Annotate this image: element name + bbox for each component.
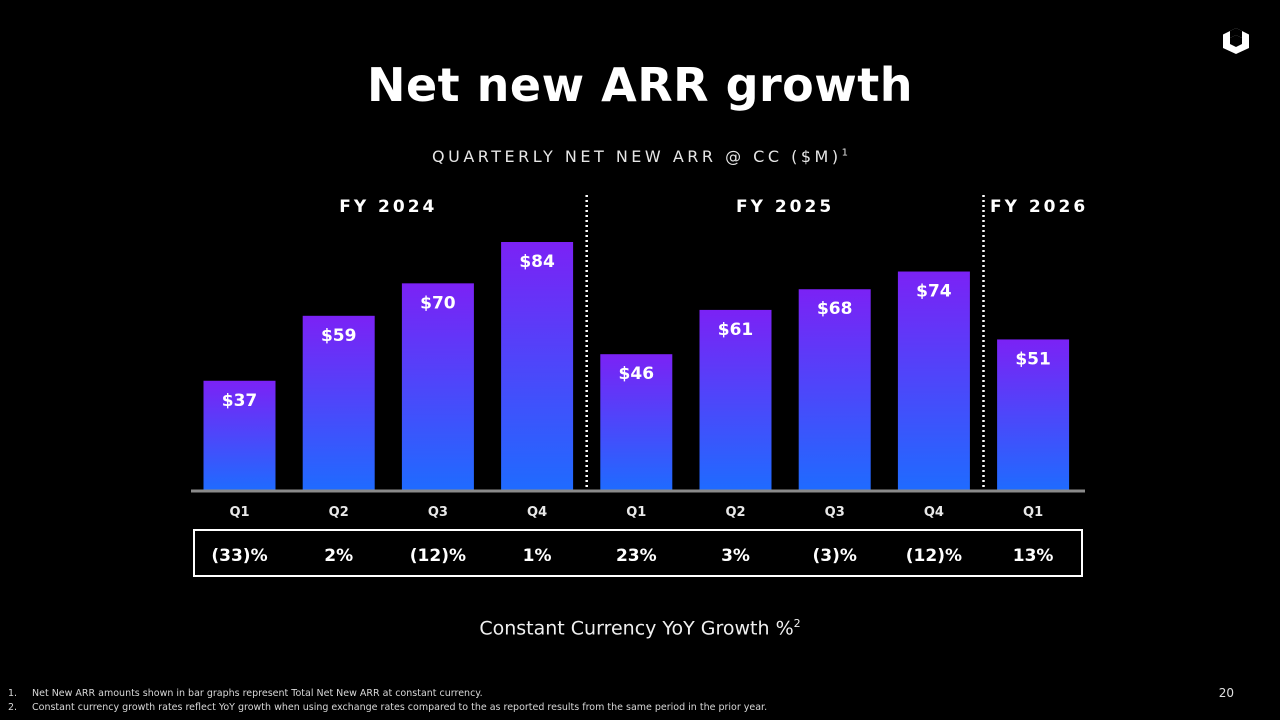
footnote-1: 1. Net New ARR amounts shown in bar graph… bbox=[8, 687, 767, 701]
bar-8 bbox=[897, 271, 970, 490]
bar-value-label: $51 bbox=[1015, 349, 1051, 369]
growth-caption-text: Constant Currency YoY Growth % bbox=[479, 617, 794, 640]
x-tick-label: Q4 bbox=[924, 505, 944, 520]
bar-2 bbox=[302, 315, 375, 490]
growth-value: 23% bbox=[615, 546, 657, 566]
x-tick-label: Q1 bbox=[1023, 505, 1043, 520]
x-tick-label: Q3 bbox=[428, 505, 448, 520]
bar-value-label: $84 bbox=[519, 252, 555, 272]
footnotes: 1. Net New ARR amounts shown in bar graph… bbox=[8, 687, 767, 715]
growth-caption-footnote-ref: 2 bbox=[793, 617, 801, 630]
bar-value-label: $74 bbox=[916, 282, 952, 302]
chart-subtitle: QUARTERLY NET NEW ARR @ CC ($M)1 bbox=[0, 147, 1280, 166]
bar-value-label: $70 bbox=[420, 293, 456, 313]
footnote-number: 1. bbox=[8, 688, 18, 699]
bar-value-label: $68 bbox=[817, 299, 853, 319]
x-tick-label: Q4 bbox=[527, 505, 547, 520]
footnote-text: Net New ARR amounts shown in bar graphs … bbox=[32, 688, 483, 699]
growth-caption: Constant Currency YoY Growth %2 bbox=[0, 617, 1280, 639]
x-tick-label: Q2 bbox=[725, 505, 745, 520]
bar-9 bbox=[997, 339, 1070, 490]
x-tick-label: Q1 bbox=[229, 505, 249, 520]
chart-subtitle-text: QUARTERLY NET NEW ARR @ CC ($M) bbox=[432, 147, 842, 166]
growth-value: (3)% bbox=[812, 546, 857, 566]
page-number: 20 bbox=[1218, 686, 1234, 700]
subtitle-footnote-ref: 1 bbox=[841, 147, 848, 159]
growth-value: (33)% bbox=[211, 546, 268, 566]
growth-value: (12)% bbox=[409, 546, 466, 566]
bar-6 bbox=[699, 309, 772, 490]
bar-7 bbox=[798, 289, 871, 490]
page-title: Net new ARR growth bbox=[366, 58, 914, 112]
footnote-2: 2. Constant currency growth rates reflect… bbox=[8, 701, 767, 715]
fiscal-year-label: FY 2026 bbox=[990, 197, 1088, 217]
growth-value: 2% bbox=[324, 546, 354, 566]
bar-value-label: $46 bbox=[619, 364, 655, 384]
x-tick-label: Q3 bbox=[825, 505, 845, 520]
bar-value-label: $59 bbox=[321, 326, 357, 346]
bar-4 bbox=[501, 242, 574, 490]
footnote-text: Constant currency growth rates reflect Y… bbox=[32, 702, 768, 713]
bar-1 bbox=[203, 380, 276, 490]
growth-value: 13% bbox=[1012, 546, 1054, 566]
bar-3 bbox=[401, 283, 474, 490]
bar-5 bbox=[600, 354, 673, 490]
cube-logo-icon bbox=[1222, 27, 1250, 55]
footnote-number: 2. bbox=[8, 702, 18, 713]
growth-box bbox=[193, 529, 1083, 577]
growth-value: 3% bbox=[721, 546, 750, 566]
bar-value-label: $61 bbox=[718, 320, 754, 340]
x-tick-label: Q2 bbox=[329, 505, 349, 520]
fiscal-year-label: FY 2024 bbox=[339, 197, 437, 217]
growth-value: (12)% bbox=[905, 546, 962, 566]
x-tick-label: Q1 bbox=[626, 505, 646, 520]
fiscal-year-label: FY 2025 bbox=[736, 197, 834, 217]
bar-value-label: $37 bbox=[222, 391, 258, 411]
growth-value: 1% bbox=[522, 546, 552, 566]
